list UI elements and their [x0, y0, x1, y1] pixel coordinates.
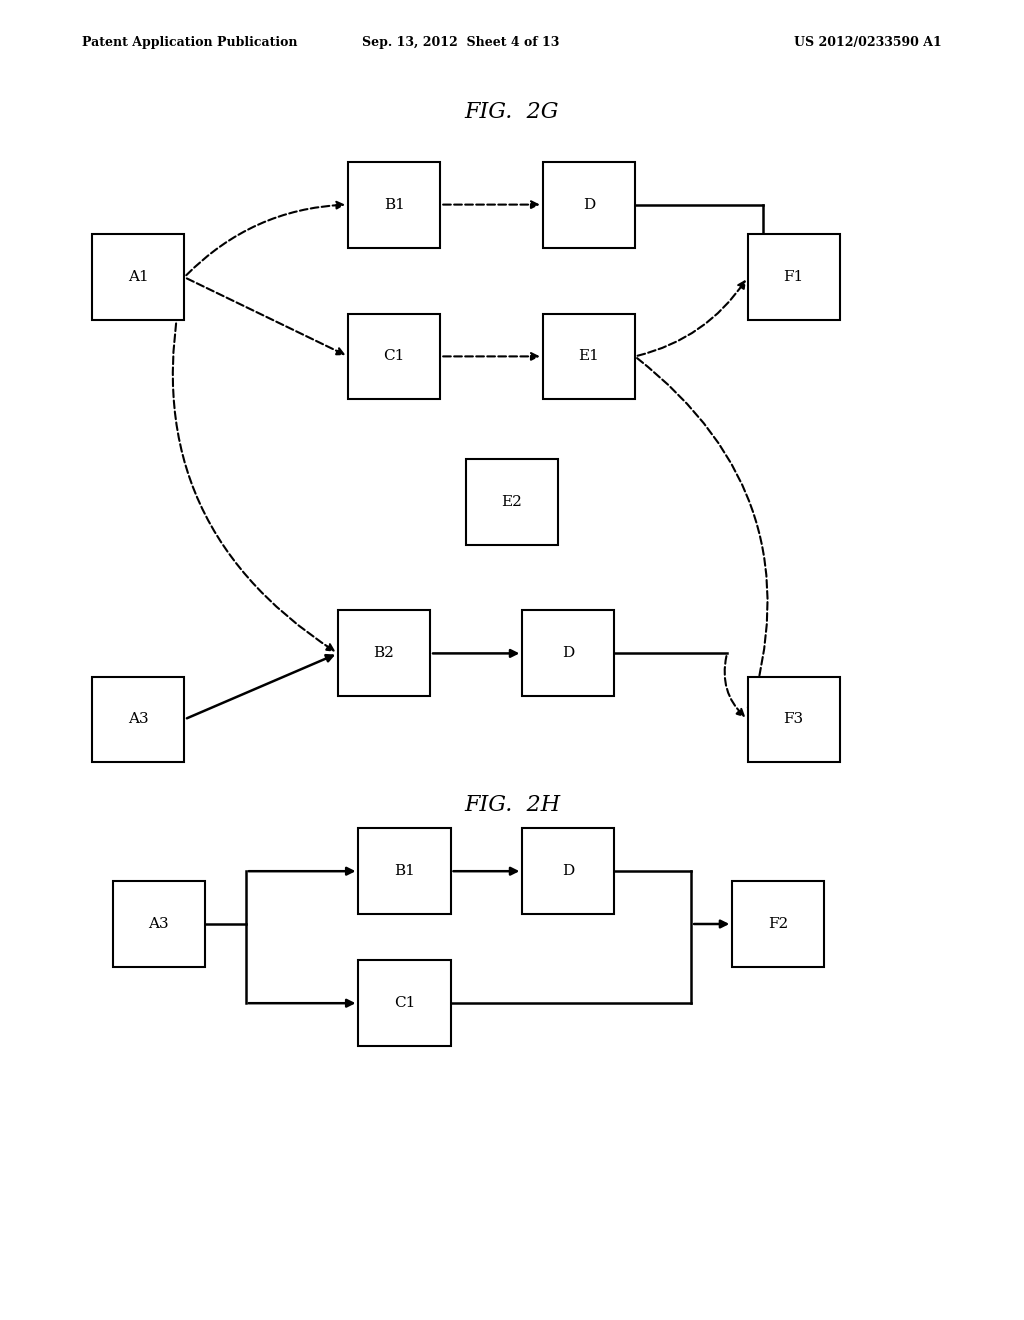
- Text: D: D: [583, 198, 595, 211]
- FancyBboxPatch shape: [748, 676, 840, 763]
- FancyBboxPatch shape: [358, 829, 451, 913]
- Text: FIG.  2G: FIG. 2G: [465, 102, 559, 123]
- FancyBboxPatch shape: [92, 676, 184, 763]
- Text: F2: F2: [768, 917, 788, 931]
- FancyBboxPatch shape: [338, 610, 430, 697]
- FancyBboxPatch shape: [732, 882, 824, 966]
- Text: F3: F3: [783, 713, 804, 726]
- Text: B2: B2: [374, 647, 394, 660]
- Text: E1: E1: [579, 350, 599, 363]
- Text: A1: A1: [128, 271, 148, 284]
- Text: US 2012/0233590 A1: US 2012/0233590 A1: [795, 36, 942, 49]
- Text: B1: B1: [384, 198, 404, 211]
- FancyBboxPatch shape: [748, 235, 840, 319]
- Text: D: D: [562, 865, 574, 878]
- FancyBboxPatch shape: [348, 162, 440, 248]
- FancyBboxPatch shape: [522, 610, 614, 697]
- Text: A3: A3: [148, 917, 169, 931]
- Text: E2: E2: [502, 495, 522, 508]
- FancyBboxPatch shape: [113, 882, 205, 966]
- Text: F1: F1: [783, 271, 804, 284]
- Text: Sep. 13, 2012  Sheet 4 of 13: Sep. 13, 2012 Sheet 4 of 13: [362, 36, 559, 49]
- FancyBboxPatch shape: [522, 829, 614, 913]
- FancyBboxPatch shape: [543, 314, 635, 399]
- Text: Patent Application Publication: Patent Application Publication: [82, 36, 297, 49]
- Text: FIG.  2H: FIG. 2H: [464, 795, 560, 816]
- FancyBboxPatch shape: [358, 961, 451, 1045]
- Text: D: D: [562, 647, 574, 660]
- FancyBboxPatch shape: [92, 235, 184, 319]
- Text: A3: A3: [128, 713, 148, 726]
- Text: B1: B1: [394, 865, 415, 878]
- Text: C1: C1: [384, 350, 404, 363]
- FancyBboxPatch shape: [543, 162, 635, 248]
- FancyBboxPatch shape: [348, 314, 440, 399]
- FancyBboxPatch shape: [466, 458, 558, 544]
- Text: C1: C1: [394, 997, 415, 1010]
